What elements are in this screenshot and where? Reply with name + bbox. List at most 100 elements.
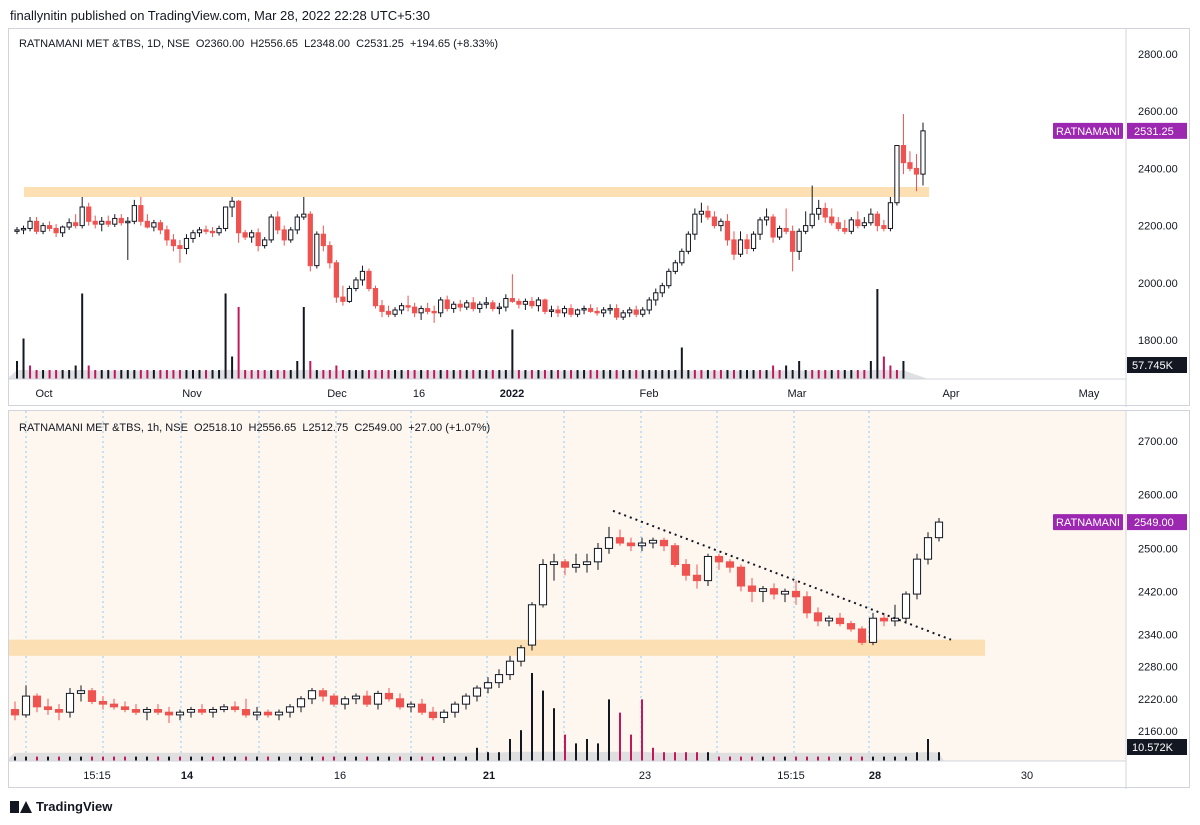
price-tick-label: 2600.00 — [1138, 106, 1178, 118]
candle-body — [197, 709, 207, 713]
candle-body — [418, 308, 424, 314]
daily-chart-frame[interactable]: 2800.00 2600.00 2400.00 2200.00 2000.00 1800.… — [8, 28, 1191, 407]
candle-body — [285, 706, 295, 713]
candle-body — [796, 230, 802, 252]
candle-body — [86, 206, 92, 222]
candle-body — [587, 308, 594, 312]
candle-body — [362, 695, 372, 705]
candle-body — [87, 690, 97, 702]
candle-body — [790, 230, 796, 252]
hourly-chart-frame[interactable]: 2700.00 2600.00 2500.00 2420.00 2340.00 2280.… — [8, 410, 1191, 789]
candle-body — [281, 229, 287, 241]
time-tick-label: Dec — [327, 388, 347, 400]
time-tick-label: Mar — [788, 388, 807, 400]
candle-body — [209, 230, 216, 234]
candle-body — [229, 200, 235, 208]
candle-body — [307, 690, 317, 700]
candle-body — [346, 288, 353, 302]
candle-body — [398, 305, 405, 311]
candle-body — [648, 539, 658, 544]
price-badge — [1127, 514, 1187, 531]
candle-body — [411, 306, 418, 314]
candle-body — [913, 167, 920, 175]
legend-symbol: RATNAMANI MET &TBS, 1D, NSE — [19, 38, 190, 50]
candle-body — [568, 308, 574, 315]
candle-body — [472, 687, 482, 697]
candle-body — [653, 292, 659, 301]
candle-body — [125, 220, 131, 224]
candle-body — [131, 709, 141, 713]
volume-badge-label: 57.745K — [1132, 360, 1174, 372]
candle-body — [829, 216, 835, 224]
candle-body — [170, 239, 177, 247]
candle-body — [373, 692, 383, 705]
candle-body — [705, 210, 711, 218]
candle-body — [98, 700, 108, 705]
volume-badge — [1127, 739, 1187, 755]
candle-body — [451, 303, 457, 310]
time-tick-label: 15:15 — [83, 770, 111, 782]
candle-body — [923, 537, 933, 560]
candle-body — [535, 299, 542, 307]
candle-body — [27, 220, 33, 229]
candle-body — [601, 309, 607, 314]
candle-body — [21, 695, 31, 716]
candle-body — [288, 229, 294, 241]
legend-high: 2556.65 — [258, 38, 299, 50]
candle-body — [549, 561, 559, 566]
candle-body — [395, 698, 405, 708]
candle-body — [425, 308, 431, 312]
candle-body — [887, 202, 894, 229]
legend-high-label: H — [250, 38, 259, 50]
candle-body — [685, 233, 691, 252]
candle-body — [670, 545, 680, 566]
legend-open: 2360.00 — [204, 38, 245, 50]
legend-close-label: C — [354, 422, 363, 434]
legend-high-label: H — [248, 422, 257, 434]
time-tick-label: Feb — [640, 388, 659, 400]
legend-low-label: L — [304, 38, 311, 50]
candle-body — [571, 564, 581, 568]
candle-body — [582, 561, 592, 566]
candle-body — [714, 555, 724, 563]
candle-body — [252, 711, 262, 716]
candle-body — [183, 237, 190, 249]
candle-body — [10, 709, 20, 716]
candle-body — [457, 303, 463, 308]
candle-body — [216, 227, 222, 234]
legend-open-label: O — [195, 38, 205, 50]
candle-body — [736, 566, 746, 587]
support-zone — [9, 639, 985, 656]
candle-body — [461, 695, 471, 705]
candle-body — [724, 220, 731, 241]
candle-body — [516, 647, 526, 662]
volume-badge — [1127, 357, 1187, 373]
price-tick-label: 2160.00 — [1138, 726, 1178, 738]
candle-body — [725, 561, 735, 568]
price-badge — [1127, 122, 1187, 139]
candle-body — [522, 300, 529, 305]
hourly-chart-svg[interactable]: 2700.00 2600.00 2500.00 2420.00 2340.00 2280.… — [9, 411, 1191, 789]
candle-body — [320, 233, 326, 247]
candle-body — [824, 617, 834, 622]
candle-body — [770, 216, 776, 238]
candle-body — [262, 239, 268, 247]
candle-body — [444, 299, 450, 310]
candle-body — [340, 698, 350, 705]
candle-body — [164, 229, 170, 241]
time-tick-label: 28 — [869, 770, 881, 782]
price-tick-label: 2400.00 — [1138, 163, 1178, 175]
candle-body — [190, 232, 196, 239]
candle-body — [527, 604, 537, 646]
candle-body — [379, 305, 385, 312]
candle-body — [842, 227, 848, 232]
candle-body — [780, 590, 790, 595]
candle-body — [477, 303, 483, 310]
candle-body — [681, 564, 691, 576]
price-badge-label: 2549.00 — [1134, 517, 1174, 529]
candle-body — [604, 537, 614, 549]
legend-low: 2512.75 — [308, 422, 349, 434]
daily-chart-svg[interactable]: 2800.00 2600.00 2400.00 2200.00 2000.00 1800.… — [9, 29, 1191, 407]
candle-body — [385, 310, 392, 315]
candle-body — [594, 310, 600, 314]
